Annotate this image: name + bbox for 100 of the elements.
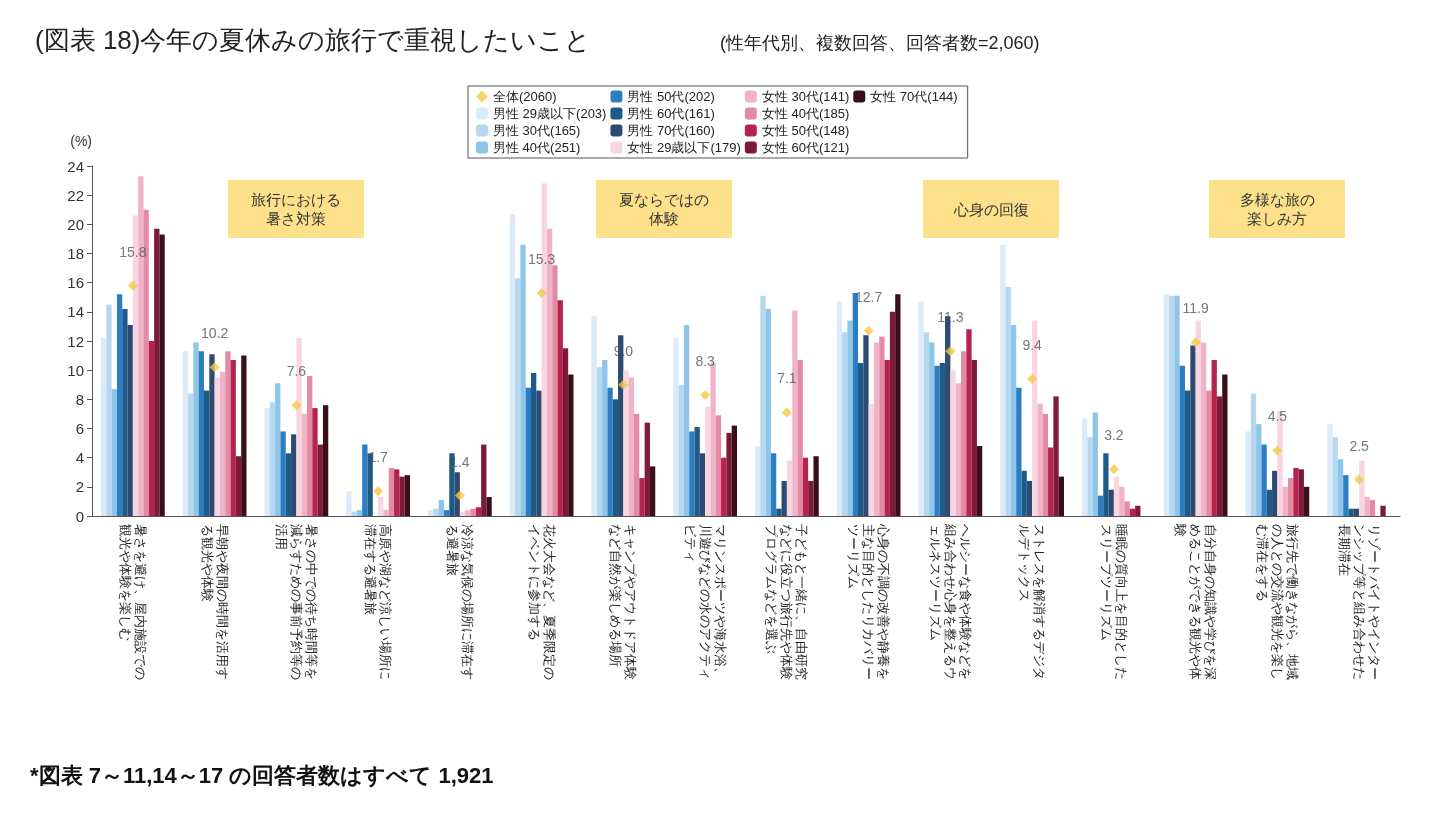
bar <box>596 367 603 516</box>
data-label: 7.6 <box>286 363 307 380</box>
bar <box>705 406 711 516</box>
y-tick-label: 4 <box>75 449 84 467</box>
bar <box>628 377 634 516</box>
bar <box>863 335 869 516</box>
y-tick-label: 16 <box>67 274 84 292</box>
bar <box>1195 320 1201 516</box>
bar <box>285 453 292 516</box>
bar <box>481 444 487 516</box>
legend-label: 男性 30代(165) <box>493 123 581 138</box>
bar <box>802 457 809 516</box>
bar <box>536 390 542 516</box>
bar <box>465 510 471 516</box>
point <box>127 280 138 291</box>
bar <box>1048 447 1054 516</box>
bar <box>1256 424 1262 516</box>
bar <box>1087 437 1093 516</box>
bar <box>241 355 247 516</box>
legend-label: 女性 70代(144) <box>870 89 958 104</box>
bar <box>1113 476 1120 516</box>
bar <box>607 387 613 516</box>
y-tick-label: 6 <box>75 420 84 437</box>
x-tick-label: 睡眠の質向上を目的としたスリープツーリズム <box>1098 524 1129 680</box>
bar <box>475 507 482 516</box>
bar <box>116 294 123 516</box>
x-tick-label: 暑さの中での待ち時間等を減らすための事前予約等の活用 <box>273 524 319 680</box>
bar <box>634 413 640 516</box>
legend-label: 女性 29歳以下(179) <box>627 140 741 155</box>
bar <box>433 508 439 516</box>
bar <box>394 469 400 516</box>
point <box>863 325 874 336</box>
bar <box>694 427 700 516</box>
bar <box>269 402 276 516</box>
data-label: 11.3 <box>937 309 964 326</box>
bar <box>1206 390 1212 516</box>
legend-label: 男性 50代(202) <box>627 89 715 104</box>
x-tick-label: マリンスポーツや海水浴、川遊びなどの水のアクティビティ <box>682 524 728 680</box>
bar <box>847 320 853 516</box>
data-label: 4.5 <box>1267 408 1288 425</box>
bar <box>1348 508 1354 516</box>
bar <box>726 432 732 516</box>
legend-label: 男性 40代(251) <box>493 140 581 155</box>
legend-label: 男性 70代(160) <box>627 123 715 138</box>
label-box: 夏ならではの体験 <box>596 180 733 238</box>
bar <box>404 475 411 516</box>
y-tick-label: 24 <box>67 157 84 175</box>
bar <box>813 456 819 516</box>
bar <box>106 304 112 516</box>
point <box>781 407 792 418</box>
bar <box>1179 365 1185 516</box>
chart-title: (図表 18)今年の夏休みの旅行で重視したいこと <box>35 25 592 55</box>
bar <box>1081 418 1088 516</box>
bar <box>781 481 787 516</box>
bar <box>929 342 935 516</box>
bar <box>961 351 967 516</box>
bar <box>1353 508 1360 516</box>
y-tick-label: 12 <box>67 332 84 350</box>
bar <box>1369 499 1376 516</box>
bar <box>889 311 896 516</box>
y-tick-label: 22 <box>67 186 84 204</box>
bar <box>1303 486 1310 516</box>
bar <box>1169 295 1175 516</box>
bar <box>770 453 777 516</box>
label-box: 旅行における暑さ対策 <box>228 180 365 238</box>
y-tick-label: 18 <box>67 245 84 262</box>
bar <box>312 408 318 516</box>
bar <box>1261 444 1267 516</box>
bar <box>520 244 526 516</box>
legend-label: 女性 40代(185) <box>761 106 850 121</box>
bar <box>235 456 242 516</box>
bar <box>1058 476 1065 516</box>
bar <box>438 499 444 516</box>
bar <box>1364 497 1370 516</box>
annotation: 旅行における暑さ対策 <box>250 190 342 228</box>
bar <box>689 431 695 516</box>
x-tick-label: 旅行先で働きながら、地域の人との交流や観光を楽しむ滞在をする <box>1254 524 1300 680</box>
x-tick-label: キャンプやアウトドア体験など自然が楽しめる場所 <box>608 524 639 680</box>
bar <box>100 338 107 516</box>
bar <box>1174 295 1180 516</box>
bar <box>275 383 281 516</box>
bar <box>602 359 608 516</box>
x-tick-label: 子どもと一緒に、自由研究などに役立つ旅行先や体験プログラムなどを選ぶ <box>764 524 810 680</box>
bar <box>209 354 215 516</box>
bar <box>852 292 858 516</box>
bar <box>699 453 706 516</box>
bar <box>562 348 569 516</box>
bar <box>307 376 313 516</box>
annotation: 夏ならではの体験 <box>618 190 710 228</box>
bar <box>1337 459 1344 516</box>
data-label: 15.3 <box>528 250 556 267</box>
bar <box>1282 486 1288 516</box>
point <box>454 490 465 501</box>
point <box>1190 337 1201 348</box>
bar <box>678 384 684 516</box>
bar <box>204 390 210 516</box>
legend-label: 女性 30代(141) <box>761 89 850 104</box>
bar <box>1042 413 1049 516</box>
point <box>945 346 956 357</box>
legend-label: 女性 50代(148) <box>761 123 850 138</box>
